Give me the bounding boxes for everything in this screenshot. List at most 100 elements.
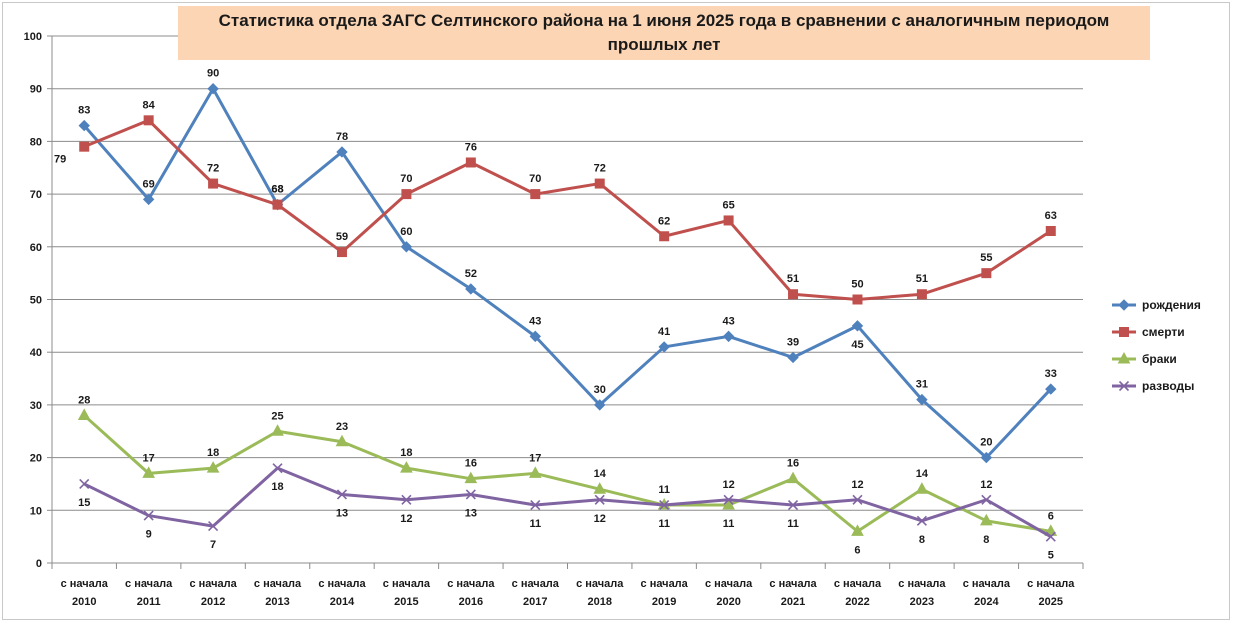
- y-tick-label-10: 10: [30, 505, 42, 517]
- series-3-point-11: [787, 499, 799, 511]
- legend-item-1: смерти: [1112, 325, 1185, 339]
- series-3-point-12-stroke-b: [852, 494, 863, 505]
- x-tick-label-3-0: с начала: [254, 578, 302, 590]
- series-2-data-label-12: 6: [854, 544, 860, 556]
- x-tick-label-15-0: с начала: [1027, 578, 1075, 590]
- series-0-data-label-1: 69: [143, 178, 155, 190]
- series-1-data-label-14: 55: [980, 252, 992, 264]
- series-3-data-label-12: 12: [851, 479, 863, 491]
- series-0-point-1: [142, 193, 155, 206]
- series-2-data-label-11: 16: [787, 458, 799, 470]
- chart-title: Статистика отдела ЗАГС Селтинского район…: [218, 11, 1110, 54]
- series-0-data-label-14: 20: [980, 437, 992, 449]
- legend-item-0: рождения: [1112, 298, 1201, 312]
- series-1-point-11: [788, 289, 799, 300]
- series-3-point-1-stroke-b: [143, 510, 154, 521]
- y-tick-label-40: 40: [30, 347, 42, 359]
- y-tick-label-90: 90: [30, 84, 42, 96]
- x-tick-label-12-0: с начала: [834, 578, 882, 590]
- series-0-point-11: [787, 351, 799, 364]
- series-3-data-label-6: 13: [465, 507, 477, 519]
- series-1-data-label-15: 63: [1045, 210, 1057, 222]
- y-tick-label-50: 50: [30, 295, 42, 307]
- x-tick-label-7-0: с начала: [512, 578, 560, 590]
- series-1-data-label-3: 68: [271, 184, 283, 196]
- series-2-point-13: [915, 482, 929, 494]
- legend-item-3-label: разводы: [1142, 379, 1194, 393]
- series-0-point-10: [722, 330, 735, 343]
- x-tick-label-9-0: с начала: [641, 578, 689, 590]
- series-2-point-4: [335, 434, 349, 447]
- series-2-point-11: [786, 471, 800, 484]
- series-2-data-label-2: 18: [207, 447, 219, 459]
- series-3-point-7-stroke-b: [530, 499, 541, 511]
- series-1-data-label-5: 70: [400, 173, 412, 185]
- series-2-data-label-1: 17: [143, 452, 155, 464]
- series-0-point-12: [851, 320, 864, 332]
- x-tick-label-13-1: 2023: [910, 596, 934, 608]
- series-0-point-4: [336, 146, 348, 158]
- series-3-point-0: [79, 478, 90, 490]
- series-0-point-0: [78, 119, 90, 132]
- series-3-point-14-stroke-b: [981, 494, 992, 505]
- legend-item-3-marker-stroke-b: [1118, 380, 1130, 392]
- series-2-point-6: [464, 471, 478, 484]
- series-3-point-9: [659, 499, 670, 511]
- series-3-data-label-13: 8: [919, 534, 925, 546]
- y-tick-label-100: 100: [24, 31, 42, 43]
- series-0-point-7: [529, 330, 541, 343]
- series-3-line: [83, 466, 1052, 538]
- legend: рождения смерти браки разводы: [1112, 298, 1201, 393]
- legend-item-0-marker: [1118, 299, 1130, 311]
- series-1-point-13: [916, 289, 927, 300]
- legend-item-1-label: смерти: [1142, 325, 1185, 339]
- series-2-point-3: [271, 424, 284, 436]
- y-tick-label-0: 0: [36, 558, 42, 570]
- series-2-point-2: [206, 461, 220, 473]
- series-0-point-13: [916, 393, 928, 406]
- series-0-data-label-0: 83: [78, 105, 90, 117]
- x-tick-label-12-1: 2022: [845, 596, 869, 608]
- series-1-point-8: [594, 178, 605, 189]
- series-3-point-0-stroke-b: [79, 478, 90, 490]
- series-2-point-10: [722, 497, 735, 510]
- series-1-point-0: [79, 141, 90, 152]
- series-2-data-label-0: 28: [78, 394, 90, 406]
- x-tick-label-1-1: 2011: [137, 596, 161, 608]
- legend-item-0-label: рождения: [1142, 298, 1201, 312]
- series-3-data-label-11: 11: [787, 518, 799, 530]
- series-1-point-3: [272, 199, 283, 210]
- chart-title-box: Статистика отдела ЗАГС Селтинского район…: [178, 6, 1150, 60]
- x-tick-label-6-1: 2016: [459, 596, 483, 608]
- series-3-data-label-9: 11: [658, 518, 670, 530]
- series-3-data-label-0: 15: [78, 497, 90, 509]
- legend-item-2-label: браки: [1142, 352, 1177, 366]
- y-tick-label-70: 70: [30, 189, 42, 201]
- series-2-data-label-5: 18: [400, 447, 412, 459]
- series-3-point-6-stroke-b: [465, 489, 476, 500]
- x-tick-label-14-0: с начала: [963, 578, 1011, 590]
- series-1-point-1: [143, 115, 154, 126]
- x-tick-label-5-1: 2015: [394, 596, 418, 608]
- series-1-data-label-1: 84: [143, 99, 156, 111]
- x-tick-label-5-0: с начала: [383, 578, 431, 590]
- x-tick-label-8-0: с начала: [576, 578, 624, 590]
- x-tick-label-6-0: с начала: [447, 578, 495, 590]
- series-3-data-label-3: 18: [271, 481, 283, 493]
- series-3-data-label-4: 13: [336, 507, 348, 519]
- legend-item-1-marker: [1119, 327, 1129, 337]
- series-0-data-label-2: 90: [207, 68, 219, 80]
- x-tick-label-4-0: с начала: [318, 578, 366, 590]
- series-2-point-14: [979, 513, 993, 526]
- x-tick-label-14-1: 2024: [974, 596, 999, 608]
- series-0-data-label-15: 33: [1045, 368, 1057, 380]
- series-1-point-2: [208, 178, 219, 189]
- series-3-data-label-5: 12: [400, 513, 412, 525]
- series-1-point-5: [401, 189, 412, 200]
- series-3-data-label-15: 5: [1048, 550, 1054, 562]
- y-tick-label-80: 80: [30, 136, 42, 148]
- series-1-data-label-0: 79: [54, 154, 66, 166]
- series-0-point-14: [980, 451, 993, 464]
